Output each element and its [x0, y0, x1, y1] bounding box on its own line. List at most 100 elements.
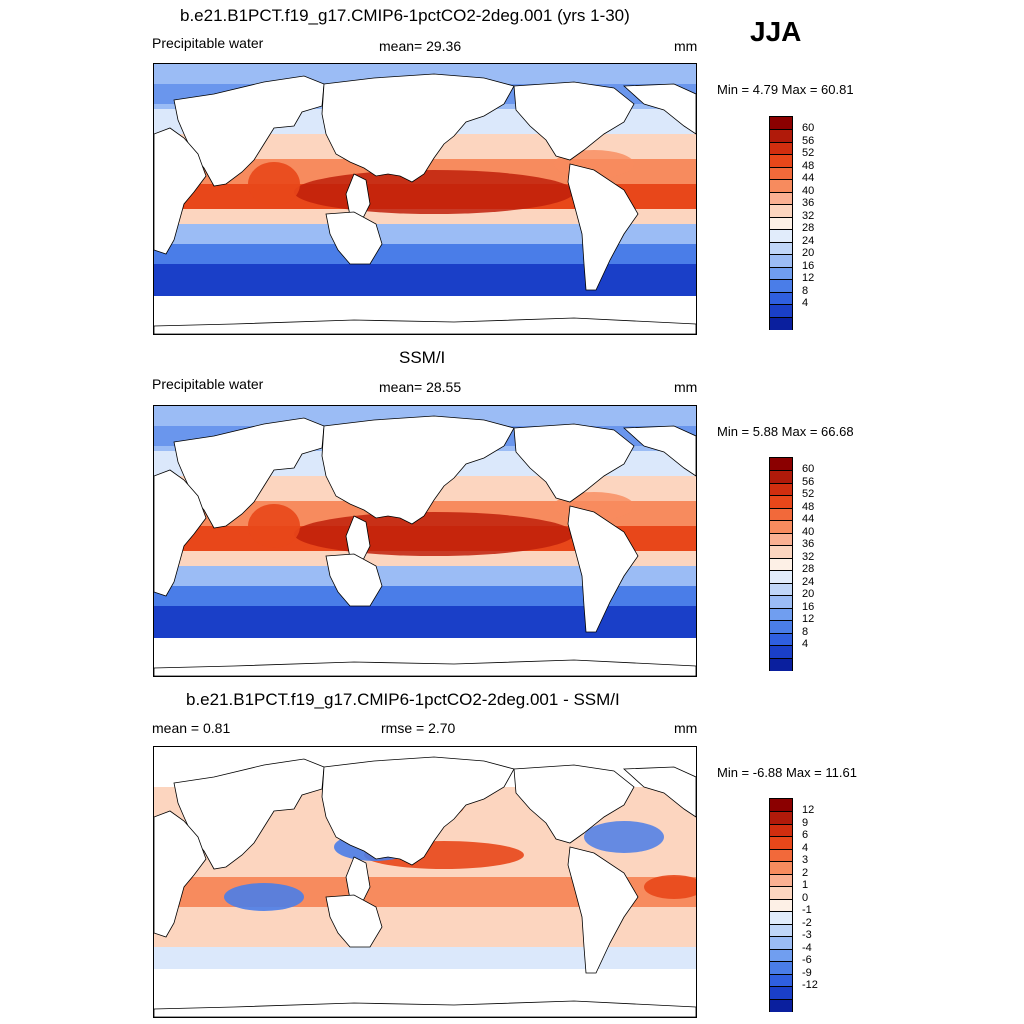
map-band	[154, 566, 696, 587]
colorbar-swatch	[770, 607, 792, 622]
colorbar-swatch	[770, 495, 792, 510]
colorbar-swatch	[770, 129, 792, 144]
map-band	[154, 224, 696, 245]
panel2-minmax: Min = 5.88 Max = 66.68	[717, 424, 854, 439]
continent-outline	[567, 846, 639, 974]
panel1-left-label: Precipitable water	[152, 35, 264, 51]
panel2-title: SSM/I	[399, 348, 446, 367]
warm-pool	[294, 512, 574, 556]
continents	[154, 415, 696, 676]
colorbar-swatch	[770, 973, 792, 988]
panel3-map-diff	[154, 747, 696, 1017]
colorbar-swatch	[770, 936, 792, 951]
colorbar-label: 6	[802, 829, 809, 842]
colorbar-swatch	[770, 848, 792, 863]
colorbar-swatch	[770, 117, 792, 130]
colorbar-swatch	[770, 458, 792, 471]
colorbar-swatch	[770, 836, 792, 851]
colorbar-label: 12	[802, 613, 815, 626]
colorbar-swatch	[770, 291, 792, 306]
continent-outline	[325, 211, 383, 265]
colorbar-label: -9	[802, 966, 812, 979]
colorbar-label: 32	[802, 209, 815, 222]
continent-outline	[325, 894, 383, 948]
colorbar-swatch	[770, 582, 792, 597]
diff-positive-anomaly	[644, 875, 696, 899]
colorbar-label: -4	[802, 941, 812, 954]
colorbar-swatch	[770, 570, 792, 585]
diff-negative-anomaly	[224, 883, 304, 911]
panel3-units: mm	[674, 720, 698, 736]
continent-outline	[321, 415, 515, 525]
colorbar-label: 60	[802, 122, 815, 135]
colorbar-swatch	[770, 823, 792, 838]
panel3-rmse: rmse = 2.70	[381, 720, 456, 736]
colorbar-swatch	[770, 861, 792, 876]
panel3-colorbar: 12 9 6 4 3 2 1 0 -1 -2 -3 -4 -6 -9 -12	[769, 798, 818, 1013]
colorbar-swatch	[770, 886, 792, 901]
colorbar-label: 16	[802, 259, 815, 272]
colorbar-label: 3	[802, 854, 809, 867]
colorbar-swatch	[770, 266, 792, 281]
continent-outline	[154, 127, 207, 255]
continent-outline	[623, 766, 696, 818]
colorbar-swatch	[770, 532, 792, 547]
continent-outline	[154, 317, 696, 334]
panel1-map	[153, 63, 697, 335]
colorbar-label: 56	[802, 134, 815, 147]
continent-outline	[321, 756, 515, 866]
continent-outline	[513, 764, 635, 844]
colorbar-swatch	[770, 873, 792, 888]
colorbar-label: 48	[802, 159, 815, 172]
colorbar-swatch	[770, 241, 792, 256]
colorbar-label: 32	[802, 550, 815, 563]
continent-outline	[623, 83, 696, 135]
panel2-units: mm	[674, 379, 698, 395]
panel1-minmax: Min = 4.79 Max = 60.81	[717, 82, 854, 97]
colorbar-label: 9	[802, 816, 809, 829]
continent-outline	[567, 505, 639, 633]
colorbar-label: 12	[802, 272, 815, 285]
colorbar-label: 40	[802, 184, 815, 197]
panel1-map-field	[154, 64, 696, 334]
colorbar-label: 52	[802, 488, 815, 501]
colorbar-label: 36	[802, 538, 815, 551]
colorbar-swatch	[770, 545, 792, 560]
colorbar-label: 60	[802, 463, 815, 476]
colorbar-label: 4	[802, 638, 809, 651]
colorbar-swatch	[770, 799, 792, 812]
colorbar-label: -1	[802, 904, 812, 917]
colorbar-label: 28	[802, 222, 815, 235]
colorbar-swatch	[770, 154, 792, 169]
colorbar-swatch	[770, 923, 792, 938]
colorbar-swatch	[770, 279, 792, 294]
panel3-map	[153, 746, 697, 1018]
panel2-colorbar: 60 56 52 48 44 40 36 32 28 24 20 16 12 8 4	[769, 457, 814, 672]
colorbar-label: 44	[802, 513, 815, 526]
warm-pool	[294, 170, 574, 214]
indian-warm-region	[248, 162, 300, 206]
continent-outline	[154, 810, 207, 938]
colorbar-swatch	[770, 520, 792, 535]
colorbar-label: 8	[802, 284, 809, 297]
colorbar-label: 20	[802, 588, 815, 601]
continent-outline	[513, 423, 635, 503]
colorbar-label: 52	[802, 147, 815, 160]
panel1-colorbar: 60 56 52 48 44 40 36 32 28 24 20 16 12 8 4	[769, 116, 814, 331]
panel3-mean: mean = 0.81	[152, 720, 231, 736]
colorbar-swatch	[770, 948, 792, 963]
continent-outline	[154, 1000, 696, 1017]
indian-warm-region	[248, 504, 300, 548]
colorbar-label: 24	[802, 575, 815, 588]
season-label: JJA	[750, 16, 802, 47]
colorbar-swatch	[770, 179, 792, 194]
colorbar-swatch	[770, 482, 792, 497]
map-band	[154, 586, 696, 607]
panel3-title: b.e21.B1PCT.f19_g17.CMIP6-1pctCO2-2deg.0…	[186, 690, 620, 709]
panel3-minmax: Min = -6.88 Max = 11.61	[717, 765, 857, 780]
panel1-units: mm	[674, 38, 698, 54]
panel2-map	[153, 405, 697, 677]
colorbar-swatch	[770, 657, 792, 672]
continents	[154, 756, 696, 1017]
panel2-map-field	[154, 406, 696, 676]
